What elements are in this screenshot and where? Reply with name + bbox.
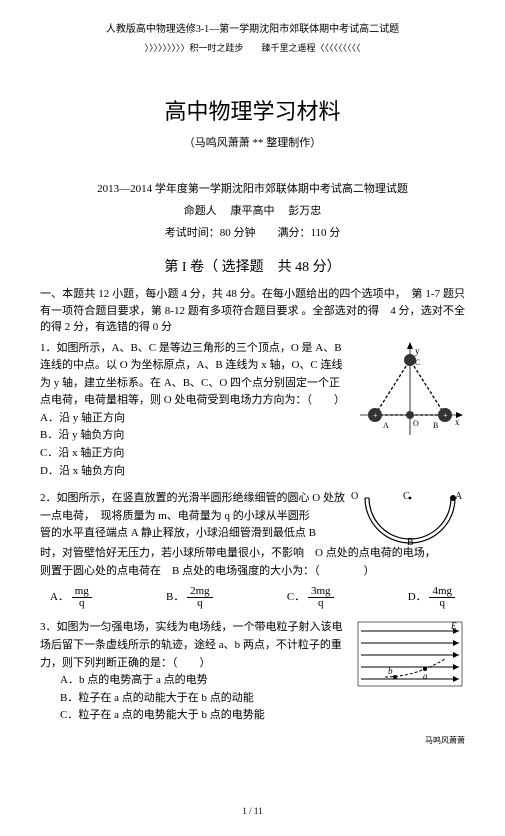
- instruction: 一、本题共 12 小题，每小题 4 分，共 48 分。在每小题给出的四个选项中，…: [40, 286, 465, 336]
- exam-title: 2013—2014 学年度第一学期沈阳市郊联体期中考试高二物理试题: [40, 180, 465, 196]
- subtitle: （马鸣风萧萧 ** 整理制作）: [40, 134, 465, 150]
- svg-text:+: +: [373, 411, 378, 420]
- q2-label-o: O: [351, 491, 358, 502]
- question-3: E a b 3．如图为一匀强电场，实线为电场线，一个带电粒子射入该电场后留下一条…: [40, 619, 465, 725]
- q2-stem3: 时，对管壁恰好无压力，若小球所带电量很小，不影响 O 点处的点电荷的电场，: [40, 545, 465, 563]
- author-name: 彭万忠: [288, 205, 321, 217]
- svg-text:+: +: [443, 411, 448, 420]
- question-2: O C A B 2．如图所示，在竖直放置的光滑半圆形绝缘细管的圆心 O 处放一点…: [40, 490, 465, 609]
- doc-topline: 人教版高中物理选修3-1—第一学期沈阳市郊联体期中考试高二试题: [40, 20, 465, 35]
- author-school: 康平高中: [231, 205, 275, 217]
- svg-text:B: B: [433, 421, 438, 430]
- question-1: y x A B C O + + 1．如图所示，A、B、C 是等边三角形的三个顶点…: [40, 340, 465, 481]
- section-title: 第 I 卷（ 选择题 共 48 分）: [40, 256, 465, 276]
- svg-text:C: C: [415, 358, 420, 367]
- svg-text:E: E: [450, 621, 457, 631]
- svg-text:x: x: [455, 417, 460, 427]
- q2-label-b: B: [407, 537, 414, 548]
- svg-text:a: a: [423, 671, 428, 681]
- author-label: 命题人: [184, 205, 217, 217]
- figure-semicircle: O C A B: [355, 490, 465, 545]
- q2-choice-b: B． 2mgq: [166, 586, 213, 609]
- q2-choice-c: C． 3mgq: [287, 586, 334, 609]
- q2-choice-a: A． mgq: [50, 586, 92, 609]
- q3-option-c: C．粒子在 a 点的电势能大于 b 点的电势能: [60, 707, 465, 725]
- q2-stem1: 2．如图所示，在竖直放置的光滑半圆形绝缘细管的圆心 O 处放一点电荷， 现将质量…: [40, 492, 345, 522]
- svg-text:A: A: [383, 421, 389, 430]
- q1-option-c: C．沿 x 轴正方向: [40, 445, 465, 463]
- q2-label-c: C: [403, 491, 410, 502]
- q2-choices: A． mgq B． 2mgq C． 3mgq D． 4mgq: [50, 586, 455, 609]
- author-line: 命题人 康平高中 彭万忠: [40, 202, 465, 218]
- exam-time-score: 考试时间：80 分钟 满分：110 分: [40, 224, 465, 240]
- figure-field-lines: E a b: [355, 619, 465, 689]
- svg-text:y: y: [415, 346, 420, 356]
- svg-text:O: O: [413, 419, 419, 428]
- page-number: 1 / 11: [40, 806, 465, 816]
- q2-choice-d: D． 4mgq: [408, 586, 455, 609]
- q2-label-a: A: [455, 491, 462, 502]
- q3-option-b: B．粒子在 a 点的动能大于在 b 点的动能: [60, 690, 465, 708]
- q1-option-d: D．沿 x 轴负方向: [40, 463, 465, 481]
- figure-triangle: y x A B C O + +: [355, 340, 465, 440]
- svg-text:b: b: [388, 666, 393, 676]
- decorative-divider: 〉〉〉〉〉〉〉〉〉积一时之跬步 臻千里之遥程〈〈〈〈〈〈〈〈〈: [40, 41, 465, 54]
- main-title: 高中物理学习材料: [40, 94, 465, 126]
- attribution: 马鸣风萧萧: [40, 735, 465, 746]
- q2-stem4: 则置于圆心处的点电荷在 B 点处的电场强度的大小为：（ ）: [40, 563, 465, 581]
